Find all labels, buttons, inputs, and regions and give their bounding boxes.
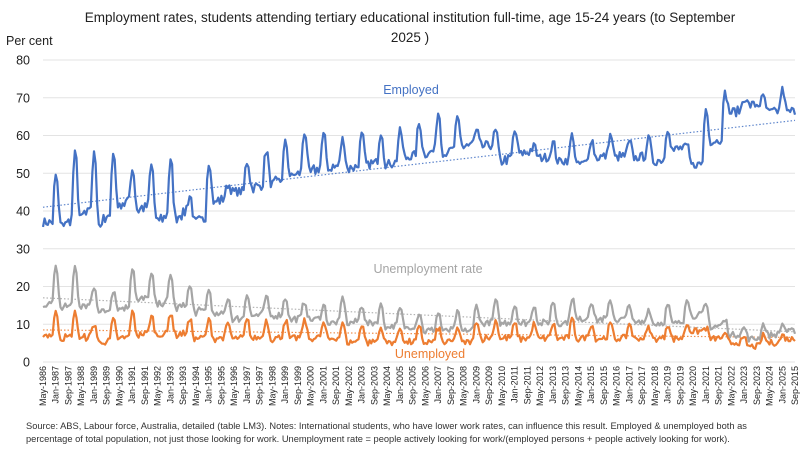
footnote-line-1: Source: ABS, Labour force, Australia, de… [26,421,747,431]
y-tick-label: 80 [16,54,30,68]
trendline-employed [42,119,796,208]
y-tick-label: 20 [16,280,30,294]
x-tick-label: Sep-2009 [484,366,494,405]
x-tick-label: May-2012 [535,366,545,406]
series-labels: Employed Unemployment rate Unemployed [373,83,482,361]
x-tick-label: Sep-2017 [637,366,647,405]
trendline-unemployment-rate [42,297,796,333]
series-line-employed [41,85,797,228]
x-tick-label: Jan-2015 [586,366,596,404]
x-tick-label: Sep-2021 [714,366,724,405]
y-tick-label: 10 [16,318,30,332]
x-tick-label: Jan-1989 [89,366,99,404]
x-tick-label: Jan-1993 [165,366,175,404]
x-tick-label: May-2006 [420,366,430,406]
x-tick-label: Jan-1999 [280,366,290,404]
x-tick-label: Sep-2019 [675,366,685,405]
x-tick-label: Jan-1995 [204,366,214,404]
x-tick-label: May-2000 [306,366,316,406]
y-tick-label: 40 [16,205,30,219]
x-tick-label: May-1998 [267,366,277,406]
x-tick-label: Sep-1989 [102,366,112,405]
series-label: Employed [383,83,439,97]
footnote: Source: ABS, Labour force, Australia, de… [26,420,796,446]
trendlines [42,119,796,339]
y-tick-label: 30 [16,242,30,256]
y-tick-label: 60 [16,129,30,143]
x-tick-label: Sep-2003 [369,366,379,405]
x-tick-label: Jan-2023 [739,366,749,404]
footnote-line-2: percentage of total population, not just… [26,434,730,444]
x-tick-label: Jan-2007 [433,366,443,404]
x-tick-label: May-2024 [765,366,775,406]
x-tick-label: Sep-1993 [178,366,188,405]
chart-title: Employment rates, students attending ter… [84,10,736,45]
x-tick-label: Sep-2007 [446,366,456,405]
x-tick-label: May-2004 [382,366,392,406]
x-tick-label: May-2016 [612,366,622,406]
x-tick-label: Sep-1999 [293,366,303,405]
series-label: Unemployment rate [373,262,482,276]
series-lines [41,85,797,350]
x-tick-label: May-2014 [573,366,583,406]
x-tick-label: May-1988 [76,366,86,406]
x-tick-label: May-1992 [153,366,163,406]
x-tick-label: Jan-2013 [548,366,558,404]
x-tick-label: May-2010 [497,366,507,406]
series-line-unemployed [42,309,796,350]
x-tick-label: May-2022 [726,366,736,406]
y-tick-label: 50 [16,167,30,181]
x-tick-label: Sep-2015 [599,366,609,405]
x-tick-label: Jan-2001 [318,366,328,404]
x-tick-label: Jan-2017 [624,366,634,404]
series-line-unemployment-rate [42,264,797,343]
x-tick-label: May-2018 [650,366,660,406]
x-tick-label: Sep-2023 [752,366,762,405]
x-tick-label: May-1994 [191,366,201,406]
trendline-unemployed [42,329,796,339]
y-axis-label: Per cent [6,34,53,48]
y-tick-label: 0 [23,356,30,370]
x-tick-label: Jan-2003 [357,366,367,404]
x-tick-label: Jan-1987 [51,366,61,404]
x-tick-label: Sep-2011 [522,366,532,404]
x-tick-label: Jan-2005 [395,366,405,404]
x-tick-label: Sep-1991 [140,366,150,405]
x-tick-label: May-2008 [459,366,469,406]
x-tick-label: May-2002 [344,366,354,406]
x-tick-label: Sep-2005 [408,366,418,405]
series-label: Unemployed [395,347,465,361]
x-tick-label: May-1996 [229,366,239,406]
x-tick-label: Jan-2019 [663,366,673,404]
x-tick-label: Sep-1995 [216,366,226,405]
y-tick-label: 70 [16,91,30,105]
y-tick-labels: 0 10 20 30 40 50 60 70 80 [16,54,30,370]
x-tick-label: Sep-2015 [790,366,800,405]
x-tick-label: Jan-2009 [471,366,481,404]
x-tick-label: Jan-1997 [242,366,252,404]
x-tick-label: Sep-1987 [63,366,73,405]
x-tick-label: Jan-2021 [701,366,711,404]
x-tick-label: May-2020 [688,366,698,406]
x-tick-label: Sep-2001 [331,366,341,405]
x-tick-labels: May-1986 Jan-1987 Sep-1987 May-1988 Jan-1989… [38,366,800,406]
x-tick-label: Jan-1991 [127,366,137,404]
x-tick-label: Jan-2025 [777,366,787,404]
x-tick-label: Jan-2011 [510,366,520,403]
x-tick-label: Sep-2013 [561,366,571,405]
x-tick-label: May-1986 [38,366,48,406]
x-tick-label: May-1990 [114,366,124,406]
x-tick-label: Sep-1997 [255,366,265,405]
